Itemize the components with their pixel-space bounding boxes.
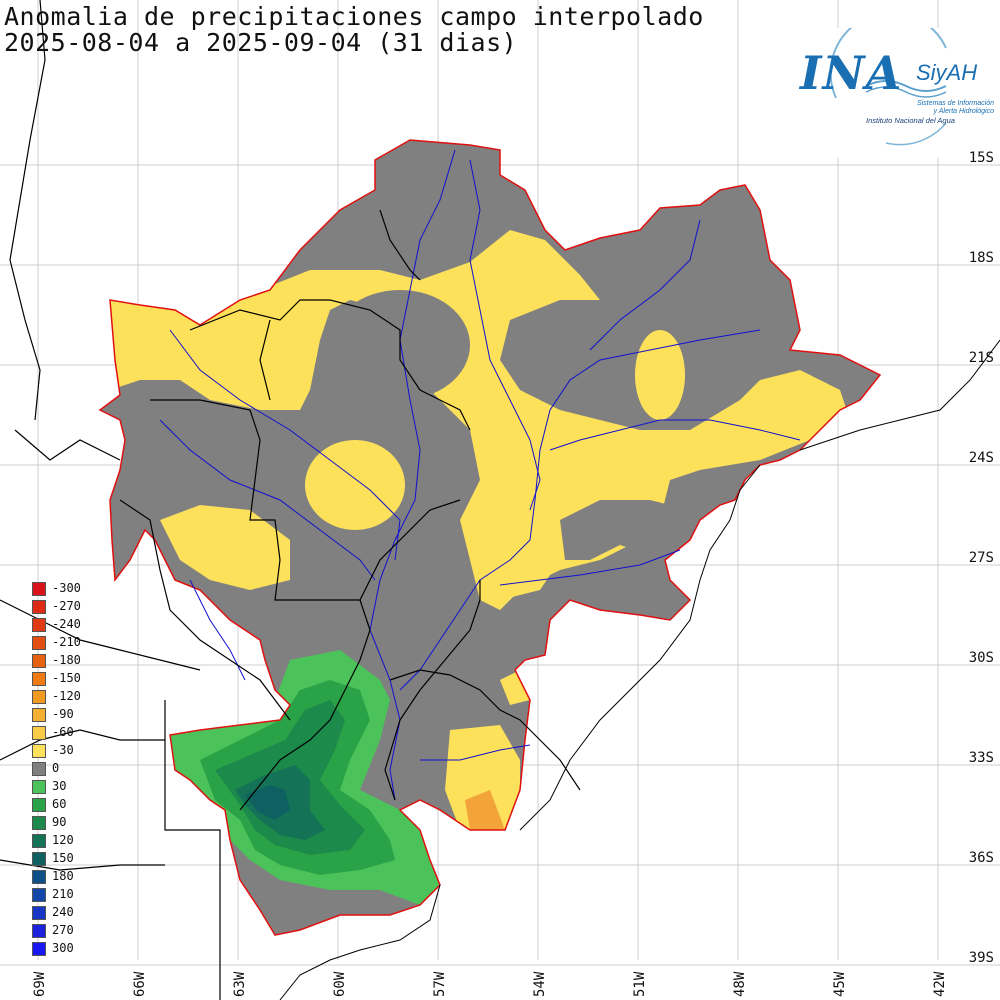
legend-swatch <box>32 744 46 758</box>
ina-logo: INA SiyAH Instituto Nacional del Agua Si… <box>796 28 996 158</box>
legend-label: -210 <box>52 635 81 649</box>
legend-swatch <box>32 600 46 614</box>
legend-swatch <box>32 672 46 686</box>
legend-label: -240 <box>52 617 81 631</box>
legend-label: -180 <box>52 653 81 667</box>
legend-swatch <box>32 636 46 650</box>
logo-swirl-icon <box>829 28 947 146</box>
lat-label: 30S <box>968 650 994 666</box>
legend-label: 90 <box>52 815 67 829</box>
lat-label: 39S <box>968 950 994 966</box>
legend-swatch <box>32 906 46 920</box>
lat-label: 33S <box>968 750 994 766</box>
lon-label: 57W <box>432 971 448 997</box>
legend-swatch <box>32 798 46 812</box>
legend-label: 300 <box>52 941 74 955</box>
legend-label: -30 <box>52 743 74 757</box>
lat-label: 36S <box>968 850 994 866</box>
legend-label: -60 <box>52 725 74 739</box>
legend-swatch <box>32 726 46 740</box>
legend-label: -120 <box>52 689 81 703</box>
legend-swatch <box>32 816 46 830</box>
legend-label: 180 <box>52 869 74 883</box>
legend-label: 150 <box>52 851 74 865</box>
lat-label: 24S <box>968 450 994 466</box>
legend-swatch <box>32 870 46 884</box>
lat-label: 18S <box>968 250 994 266</box>
legend-label: -270 <box>52 599 81 613</box>
legend-label: 240 <box>52 905 74 919</box>
lat-label: 15S <box>968 150 994 166</box>
map-date-range: 2025-08-04 a 2025-09-04 (31 dias) <box>4 28 518 57</box>
legend-swatch <box>32 852 46 866</box>
legend-swatch <box>32 762 46 776</box>
legend-label: -150 <box>52 671 81 685</box>
legend-label: 270 <box>52 923 74 937</box>
lon-label: 60W <box>332 971 348 997</box>
legend-swatch <box>32 582 46 596</box>
legend-swatch <box>32 618 46 632</box>
legend-swatch <box>32 690 46 704</box>
legend-label: 60 <box>52 797 67 811</box>
legend-swatch <box>32 834 46 848</box>
legend-swatch <box>32 888 46 902</box>
legend-label: -300 <box>52 581 81 595</box>
lon-label: 42W <box>932 971 948 997</box>
logo-ina-text: INA <box>800 46 903 100</box>
lon-label: 45W <box>832 971 848 997</box>
legend-swatch <box>32 924 46 938</box>
lon-label: 51W <box>632 971 648 997</box>
lon-label: 66W <box>132 971 148 997</box>
lon-label: 48W <box>732 971 748 997</box>
legend-label: 210 <box>52 887 74 901</box>
map-title: Anomalia de precipitaciones campo interp… <box>4 2 704 31</box>
legend-swatch <box>32 780 46 794</box>
legend-label: 0 <box>52 761 60 775</box>
lon-label: 54W <box>532 971 548 997</box>
logo-institution: Instituto Nacional del Agua <box>866 116 955 125</box>
logo-tagline: Sistemas de Información y Alerta Hidroló… <box>916 100 994 115</box>
logo-siyah-text: SiyAH <box>916 60 978 85</box>
lat-label: 27S <box>968 550 994 566</box>
lat-label: 21S <box>968 350 994 366</box>
legend-label: 30 <box>52 779 67 793</box>
legend-swatch <box>32 654 46 668</box>
legend-swatch <box>32 942 46 956</box>
legend-label: 120 <box>52 833 74 847</box>
legend-swatch <box>32 708 46 722</box>
lon-label: 63W <box>232 971 248 997</box>
legend-label: -90 <box>52 707 74 721</box>
lon-label: 69W <box>32 971 48 997</box>
